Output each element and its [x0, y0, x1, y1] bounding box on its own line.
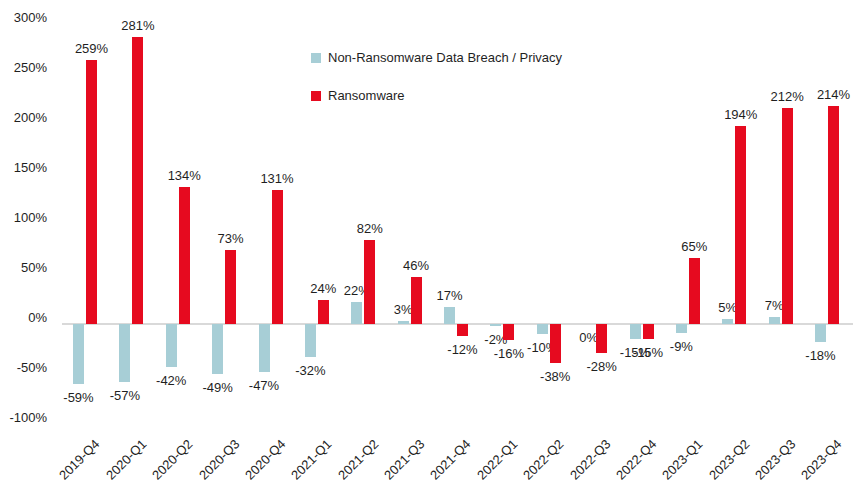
x-axis-tick-label: 2021-Q4 [428, 437, 474, 483]
y-axis-tick-label: 50% [0, 260, 47, 276]
bar-ransomware [132, 37, 143, 324]
legend-label-ransomware: Ransomware [328, 88, 405, 103]
bar-non-ransomware [73, 324, 84, 384]
bar-non-ransomware [444, 307, 455, 324]
bar-value-label: -9% [649, 339, 713, 354]
legend-swatch-non-ransomware-icon [311, 53, 321, 63]
bar-value-label: 134% [152, 168, 216, 183]
bar-value-label: 3% [371, 302, 435, 317]
x-axis-tick-label: 2023-Q4 [799, 437, 845, 483]
bar-non-ransomware [769, 317, 780, 324]
bar-value-label: 214% [802, 87, 857, 102]
x-axis-tick-label: 2022-Q1 [475, 437, 521, 483]
bar-non-ransomware [676, 324, 687, 333]
bar-non-ransomware [630, 324, 641, 339]
chart-canvas: 300%250%200%150%100%50%0%-50%-100% -59%2… [0, 0, 857, 493]
bar-value-label: -18% [789, 348, 853, 363]
y-axis-tick-label: -50% [0, 360, 47, 376]
x-axis-tick-label: 2020-Q4 [243, 437, 289, 483]
x-axis-tick-label: 2021-Q2 [335, 437, 381, 483]
y-axis-tick-label: -100% [0, 410, 47, 426]
y-axis-tick-label: 250% [0, 60, 47, 76]
bar-value-label: 0% [557, 330, 621, 345]
y-axis-tick-label: 200% [0, 110, 47, 126]
x-axis-tick-label: 2019-Q4 [57, 437, 103, 483]
x-axis-tick-label: 2022-Q3 [567, 437, 613, 483]
bar-ransomware [179, 187, 190, 324]
x-axis-tick-label: 2022-Q4 [614, 437, 660, 483]
bar-ransomware [735, 126, 746, 324]
bar-value-label: -28% [570, 359, 634, 374]
legend-swatch-ransomware-icon [311, 91, 321, 101]
bar-value-label: 73% [199, 231, 263, 246]
bar-non-ransomware [537, 324, 548, 334]
bar-value-label: 82% [338, 221, 402, 236]
bar-value-label: 65% [662, 239, 726, 254]
x-axis-tick-label: 2020-Q3 [196, 437, 242, 483]
bar-ransomware [782, 108, 793, 324]
bar-value-label: 194% [709, 107, 773, 122]
bar-value-label: 259% [60, 41, 124, 56]
bar-value-label: 7% [742, 298, 806, 313]
y-axis-tick-label: 300% [0, 10, 47, 26]
bar-ransomware [225, 250, 236, 324]
x-axis-tick-label: 2021-Q1 [289, 437, 335, 483]
x-axis-tick-label: 2020-Q2 [150, 437, 196, 483]
bar-value-label: 46% [384, 258, 448, 273]
y-axis-tick-label: 0% [0, 310, 47, 326]
bar-non-ransomware [351, 302, 362, 324]
bar-non-ransomware [259, 324, 270, 372]
legend-item-non-ransomware: Non-Ransomware Data Breach / Privacy [311, 51, 562, 64]
bar-non-ransomware [398, 321, 409, 324]
bar-non-ransomware [722, 319, 733, 324]
y-axis-tick-label: 150% [0, 160, 47, 176]
bar-value-label: -57% [93, 388, 157, 403]
bar-ransomware [86, 60, 97, 324]
y-axis-tick-label: 100% [0, 210, 47, 226]
x-axis-tick-label: 2021-Q3 [382, 437, 428, 483]
x-axis-tick-label: 2023-Q2 [706, 437, 752, 483]
bar-value-label: -32% [278, 363, 342, 378]
bar-value-label: -47% [232, 378, 296, 393]
bar-non-ransomware [119, 324, 130, 382]
bar-value-label: 281% [106, 18, 170, 33]
bar-value-label: 131% [245, 171, 309, 186]
bar-non-ransomware [212, 324, 223, 374]
x-axis-tick-label: 2022-Q2 [521, 437, 567, 483]
bar-non-ransomware [815, 324, 826, 342]
bar-value-label: 22% [325, 283, 389, 298]
legend-label-non-ransomware: Non-Ransomware Data Breach / Privacy [328, 50, 562, 65]
bar-ransomware [643, 324, 654, 339]
bar-ransomware [503, 324, 514, 340]
bar-non-ransomware [490, 324, 501, 326]
bar-ransomware [272, 190, 283, 324]
bar-non-ransomware [166, 324, 177, 367]
x-axis-tick-label: 2023-Q3 [753, 437, 799, 483]
legend: Non-Ransomware Data Breach / Privacy Ran… [311, 51, 562, 102]
x-axis-tick-label: 2020-Q1 [104, 437, 150, 483]
bar-value-label: 17% [418, 288, 482, 303]
bar-ransomware [318, 300, 329, 324]
bar-non-ransomware [305, 324, 316, 357]
x-axis-tick-label: 2023-Q1 [660, 437, 706, 483]
legend-item-ransomware: Ransomware [311, 89, 562, 102]
bar-ransomware [828, 106, 839, 324]
